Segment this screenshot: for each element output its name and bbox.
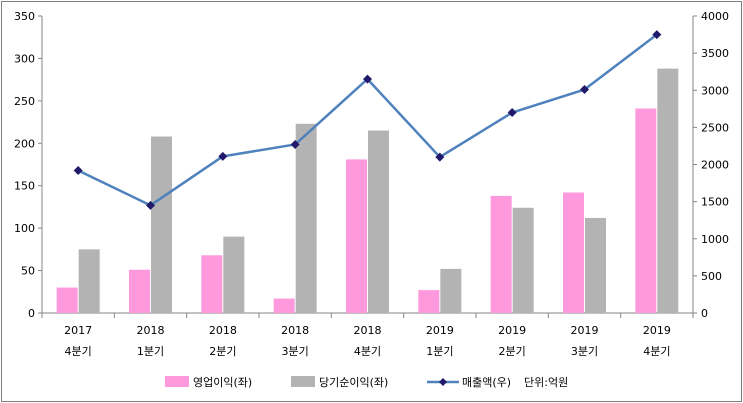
- bar-net-income: [223, 236, 245, 313]
- bar-operating-profit: [490, 195, 512, 313]
- x-tick-label-quarter: 1분기: [137, 345, 164, 358]
- revenue-point: [507, 108, 517, 118]
- bar-net-income: [368, 130, 389, 313]
- bar-net-income: [657, 68, 679, 314]
- revenue-point: [146, 200, 155, 210]
- y-left-tick-label: 350: [14, 10, 35, 23]
- bar-operating-profit: [563, 192, 584, 313]
- unit-note: 단위:억원: [524, 376, 568, 389]
- y-left-tick-label: 200: [14, 137, 35, 150]
- y-left-tick-label: 250: [14, 95, 35, 108]
- x-tick-label-quarter: 4분기: [354, 345, 381, 358]
- y-right-tick-label: 2500: [701, 121, 729, 134]
- bar-net-income: [295, 123, 317, 313]
- revenue-point: [363, 74, 372, 84]
- bar-net-income: [512, 207, 534, 313]
- bars: [56, 68, 679, 314]
- legend-swatch-revenue-marker: [439, 378, 447, 386]
- bar-operating-profit: [346, 159, 367, 313]
- x-tick-label-quarter: 3분기: [571, 345, 598, 358]
- legend-label-operating-profit: 영업이익(좌): [193, 376, 252, 389]
- x-tick-label-quarter: 1분기: [426, 345, 453, 358]
- y-left-tick-label: 0: [28, 307, 35, 320]
- x-tick-label-year: 2019: [426, 324, 454, 337]
- revenue-point: [218, 151, 228, 161]
- x-tick-label-year: 2019: [643, 324, 671, 337]
- axes: 0501001502002503003500500100015002000250…: [14, 10, 729, 358]
- y-left-tick-label: 50: [21, 265, 35, 278]
- x-tick-label-quarter: 2분기: [209, 345, 236, 358]
- y-right-tick-label: 500: [701, 270, 722, 283]
- y-left-tick-label: 300: [14, 52, 35, 65]
- legend-label-net-income: 당기순이익(좌): [319, 376, 388, 389]
- y-right-tick-label: 4000: [701, 10, 729, 23]
- bar-net-income: [585, 217, 606, 313]
- bar-operating-profit: [56, 287, 78, 313]
- bar-net-income: [78, 249, 100, 313]
- bar-net-income: [440, 268, 462, 313]
- x-tick-label-year: 2018: [354, 324, 382, 337]
- y-right-tick-label: 1500: [701, 196, 729, 209]
- revenue-point: [652, 30, 662, 40]
- y-right-tick-label: 3500: [701, 47, 729, 60]
- y-right-tick-label: 3000: [701, 84, 729, 97]
- legend: 영업이익(좌) 당기순이익(좌) 매출액(우) 단위:억원: [165, 376, 568, 389]
- legend-swatch-net-income: [291, 376, 315, 387]
- x-tick-label-quarter: 4분기: [643, 345, 670, 358]
- x-tick-label-year: 2018: [281, 324, 309, 337]
- x-tick-label-year: 2017: [64, 324, 92, 337]
- bar-net-income: [151, 136, 172, 313]
- y-left-tick-label: 100: [14, 222, 35, 235]
- revenue-line: [73, 30, 662, 210]
- y-right-tick-label: 2000: [701, 159, 729, 172]
- y-right-tick-label: 0: [701, 307, 708, 320]
- revenue-point: [290, 139, 300, 149]
- y-right-tick-label: 1000: [701, 233, 729, 246]
- bar-operating-profit: [129, 269, 150, 313]
- x-tick-label-quarter: 4분기: [65, 345, 92, 358]
- legend-label-revenue: 매출액(우): [462, 376, 511, 389]
- x-tick-label-year: 2019: [571, 324, 599, 337]
- bar-operating-profit: [201, 255, 223, 313]
- x-tick-label-year: 2019: [498, 324, 526, 337]
- bar-operating-profit: [635, 108, 657, 313]
- x-tick-label-quarter: 2분기: [499, 345, 526, 358]
- legend-swatch-operating-profit: [165, 376, 189, 387]
- x-tick-label-year: 2018: [209, 324, 237, 337]
- x-tick-label-year: 2018: [137, 324, 165, 337]
- x-tick-label-quarter: 3분기: [282, 345, 309, 358]
- revenue-point: [580, 85, 589, 95]
- y-left-tick-label: 150: [14, 180, 35, 193]
- revenue-point: [435, 152, 445, 162]
- revenue-point: [73, 165, 83, 175]
- bar-operating-profit: [273, 298, 295, 313]
- bar-operating-profit: [418, 290, 440, 313]
